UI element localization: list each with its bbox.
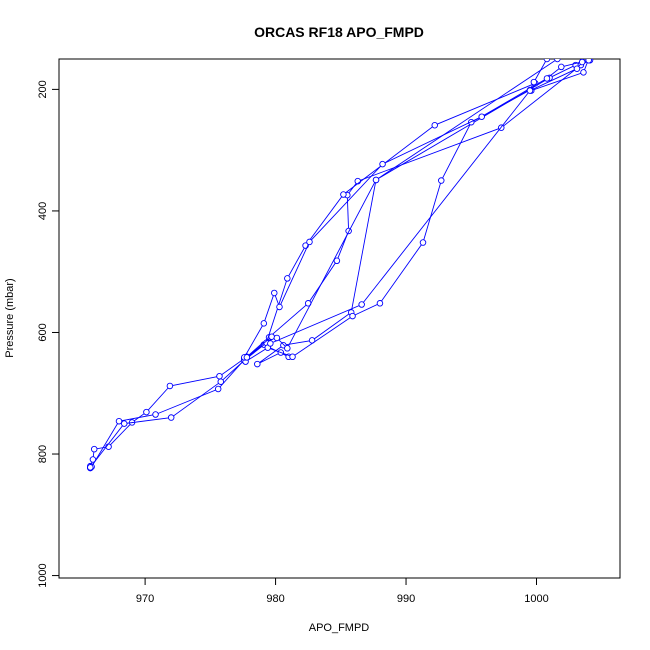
x-axis: 970 980 990 1000 bbox=[136, 578, 549, 605]
data-point bbox=[217, 378, 225, 385]
data-point bbox=[214, 385, 222, 393]
data-point bbox=[243, 354, 251, 361]
data-point bbox=[152, 411, 159, 418]
data-point bbox=[306, 238, 313, 246]
x-tick-label: 990 bbox=[397, 593, 415, 605]
series-line-4 bbox=[245, 59, 548, 362]
data-point bbox=[115, 417, 123, 425]
data-point bbox=[580, 69, 587, 76]
data-point bbox=[268, 333, 275, 340]
data-point bbox=[333, 257, 341, 265]
series-line-7 bbox=[276, 59, 558, 350]
data-point bbox=[379, 160, 386, 168]
data-point bbox=[276, 303, 283, 311]
series-line-2 bbox=[89, 59, 591, 469]
data-point bbox=[543, 75, 551, 82]
x-axis-label: APO_FMPD bbox=[309, 622, 370, 634]
y-tick-label: 1000 bbox=[37, 563, 49, 587]
data-point bbox=[438, 177, 445, 184]
plot-frame bbox=[58, 58, 621, 579]
data-point bbox=[167, 414, 175, 421]
data-point bbox=[267, 340, 274, 347]
data-point bbox=[254, 360, 261, 368]
data-point bbox=[260, 320, 268, 327]
y-tick-label: 600 bbox=[37, 323, 49, 341]
y-tick-label: 800 bbox=[37, 445, 49, 463]
data-point bbox=[573, 65, 581, 72]
data-point bbox=[578, 59, 586, 66]
series-line-5 bbox=[243, 59, 589, 358]
y-axis-label: Pressure (mbar) bbox=[4, 278, 16, 357]
data-point bbox=[216, 372, 223, 380]
data-point bbox=[554, 59, 561, 63]
data-point bbox=[166, 382, 174, 390]
y-axis: 200 400 600 800 1000 bbox=[37, 80, 59, 588]
data-point bbox=[358, 301, 365, 308]
data-point bbox=[526, 87, 534, 94]
data-point bbox=[478, 113, 485, 120]
x-tick-label: 980 bbox=[266, 593, 284, 605]
data-point bbox=[271, 289, 278, 297]
data-point bbox=[120, 420, 128, 427]
chart-title: ORCAS RF18 APO_FMPD bbox=[254, 24, 424, 40]
data-point bbox=[143, 408, 150, 416]
data-point bbox=[585, 59, 592, 64]
series-layer bbox=[87, 59, 594, 472]
data-point bbox=[558, 63, 565, 71]
data-point bbox=[289, 353, 296, 361]
data-point bbox=[284, 275, 291, 282]
y-tick-label: 200 bbox=[37, 80, 49, 98]
data-point bbox=[530, 78, 538, 86]
data-point bbox=[431, 121, 438, 129]
data-point bbox=[273, 334, 281, 342]
data-point bbox=[372, 176, 380, 184]
data-point bbox=[349, 312, 356, 320]
data-point bbox=[87, 464, 94, 471]
x-tick-label: 970 bbox=[136, 593, 154, 605]
data-point bbox=[543, 59, 551, 63]
data-point bbox=[376, 300, 384, 307]
data-point bbox=[284, 345, 291, 352]
x-tick-label: 1000 bbox=[524, 593, 548, 605]
data-point bbox=[340, 191, 347, 198]
data-point bbox=[419, 239, 427, 246]
data-point bbox=[90, 445, 98, 453]
series-line-3 bbox=[89, 59, 590, 468]
y-tick-label: 400 bbox=[37, 202, 49, 220]
series-line-1 bbox=[89, 59, 589, 468]
